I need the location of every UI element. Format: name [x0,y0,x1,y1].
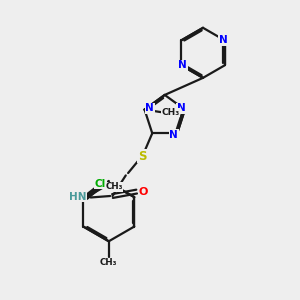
Text: O: O [138,187,148,196]
Text: Cl: Cl [95,179,106,189]
Text: N: N [177,103,186,113]
Text: N: N [146,103,154,113]
Text: HN: HN [69,192,87,202]
Text: N: N [169,130,178,140]
Text: N: N [178,60,187,70]
Text: N: N [219,35,228,45]
Text: CH₃: CH₃ [106,182,123,191]
Text: CH₃: CH₃ [161,108,179,117]
Text: S: S [138,150,146,163]
Text: CH₃: CH₃ [100,258,118,267]
